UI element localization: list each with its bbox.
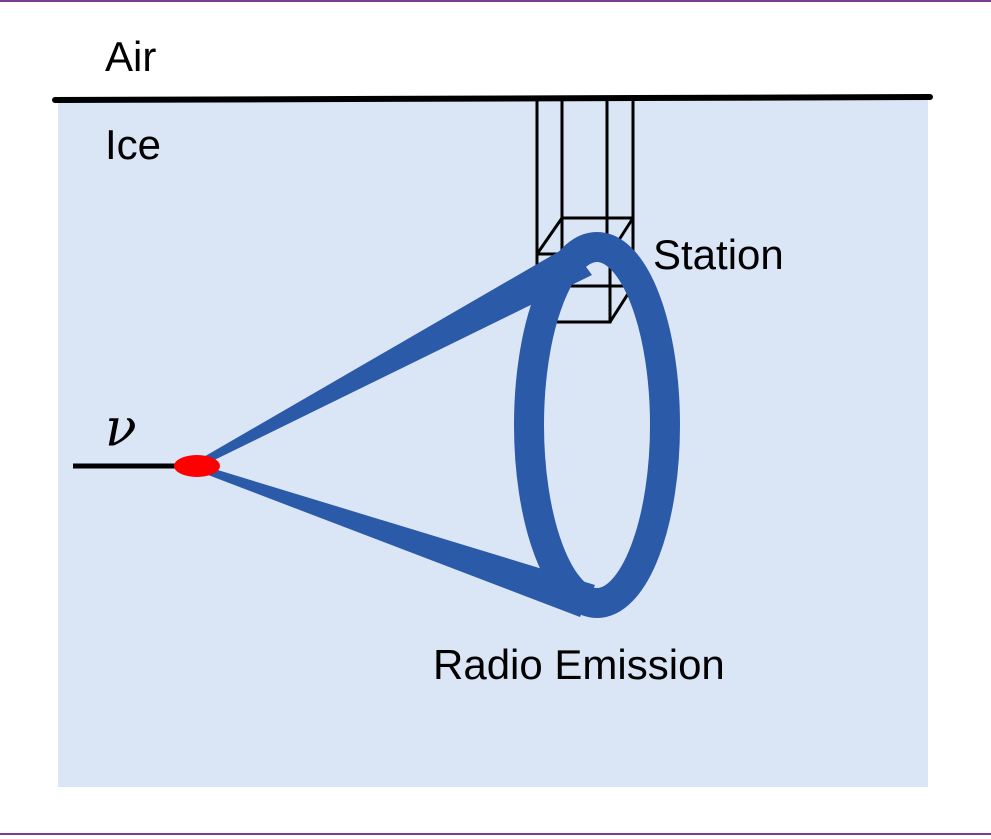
cherenkov-ring — [514, 232, 680, 618]
ice-label: Ice — [105, 121, 161, 168]
emission-label: Radio Emission — [433, 641, 725, 688]
cone-upper — [195, 245, 592, 468]
box-edge — [535, 217, 564, 255]
cone-lower — [195, 464, 595, 617]
station-label: Station — [653, 231, 784, 278]
interaction-vertex — [174, 455, 220, 477]
neutrino-label: ν — [105, 399, 137, 459]
ice-region — [58, 100, 928, 787]
surface-line — [52, 94, 933, 103]
air-label: Air — [105, 33, 156, 80]
